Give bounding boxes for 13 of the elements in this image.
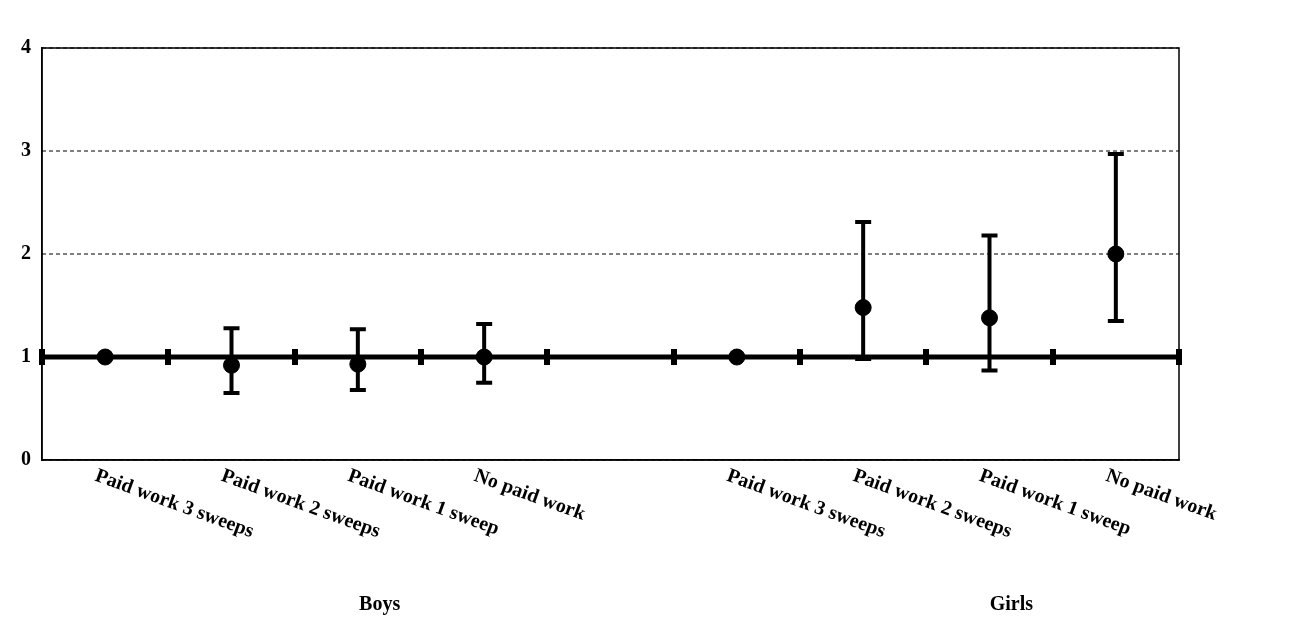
text: Girls bbox=[989, 592, 1034, 614]
point bbox=[475, 348, 493, 366]
text: Boys bbox=[359, 592, 401, 615]
point bbox=[1107, 245, 1125, 263]
y-tick-label: 2 bbox=[21, 241, 31, 264]
y-tick-label: 0 bbox=[21, 447, 31, 470]
point bbox=[981, 309, 998, 327]
y-tick-label: 3 bbox=[21, 138, 31, 161]
y-tick-label: 1 bbox=[21, 344, 31, 367]
point bbox=[96, 348, 114, 366]
point bbox=[728, 348, 746, 366]
y-tick-label: 4 bbox=[21, 35, 31, 58]
point bbox=[854, 299, 872, 317]
